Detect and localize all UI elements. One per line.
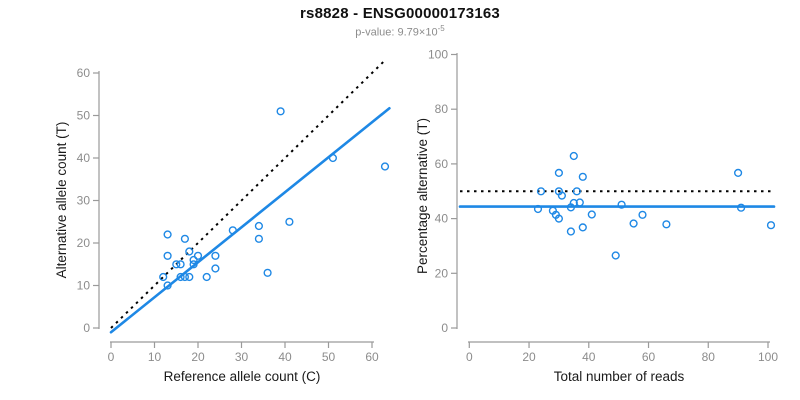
x-tick-label: 20 <box>522 350 536 364</box>
pvalue-text: p-value: 9.79×10 <box>355 26 438 39</box>
data-point <box>159 272 168 282</box>
x-tick-label: 40 <box>278 350 292 364</box>
data-point <box>228 226 237 235</box>
right-x-axis-title: Total number of reads <box>554 369 685 384</box>
y-tick-label: 30 <box>77 194 91 208</box>
x-tick-label: 80 <box>702 350 716 364</box>
data-point <box>380 162 390 171</box>
x-tick-label: 50 <box>322 350 336 364</box>
figure-title: rs8828 - ENSG00000173163 <box>300 5 500 22</box>
data-point <box>202 272 211 282</box>
x-tick-label: 30 <box>235 350 249 364</box>
data-point <box>572 187 581 196</box>
data-point <box>163 281 172 290</box>
data-point <box>662 220 671 229</box>
data-point <box>276 107 285 116</box>
data-point <box>611 251 620 260</box>
data-point <box>578 172 587 181</box>
data-point <box>569 151 578 161</box>
y-tick-label: 20 <box>77 236 91 250</box>
x-tick-label: 40 <box>582 350 596 364</box>
y-tick-label: 60 <box>435 157 449 171</box>
data-point <box>285 217 294 226</box>
x-tick-label: 0 <box>466 350 473 364</box>
data-point <box>163 251 172 260</box>
data-point <box>736 203 746 212</box>
data-point <box>587 210 596 219</box>
x-tick-label: 60 <box>642 350 656 364</box>
data-point <box>163 230 172 239</box>
data-point <box>536 187 546 196</box>
x-tick-label: 10 <box>148 350 162 364</box>
data-point <box>638 210 647 219</box>
data-point <box>185 247 194 256</box>
data-point <box>557 191 567 200</box>
data-point <box>176 260 185 269</box>
data-point <box>578 223 587 232</box>
data-point <box>566 203 576 212</box>
data-point <box>185 272 194 282</box>
x-tick-label: 100 <box>758 350 778 364</box>
data-point <box>254 221 264 231</box>
data-point <box>193 251 203 260</box>
y-tick-label: 0 <box>441 321 448 335</box>
data-point <box>180 234 190 243</box>
y-tick-label: 100 <box>428 48 448 62</box>
data-point <box>172 260 181 269</box>
data-point <box>211 251 220 260</box>
data-point <box>189 255 198 265</box>
data-point <box>328 153 338 163</box>
data-point <box>554 214 564 223</box>
data-point <box>733 168 743 178</box>
y-tick-label: 60 <box>77 66 91 80</box>
data-point <box>533 204 543 214</box>
x-tick-label: 60 <box>365 350 379 364</box>
regression-line <box>109 106 391 334</box>
y-tick-label: 80 <box>435 102 449 116</box>
x-tick-label: 0 <box>108 350 115 364</box>
x-tick-label: 20 <box>191 350 205 364</box>
pvalue-exponent: -5 <box>437 24 445 33</box>
y-tick-label: 0 <box>83 321 90 335</box>
left-y-axis-title: Alternative allele count (T) <box>54 122 69 279</box>
data-point <box>180 272 190 282</box>
data-point <box>617 200 626 209</box>
identity-line <box>110 59 386 329</box>
y-tick-label: 20 <box>435 266 449 280</box>
y-tick-label: 10 <box>77 279 91 293</box>
data-point <box>629 219 638 228</box>
right-scatter-plot: 0 20 40 60 80 100 0 20 40 60 80 100 Total number of… <box>415 48 778 385</box>
data-point <box>766 221 776 230</box>
data-point <box>263 268 272 277</box>
data-point <box>566 227 576 236</box>
left-x-axis-title: Reference allele count (C) <box>164 369 321 384</box>
data-point <box>254 234 264 243</box>
data-point <box>211 264 220 273</box>
data-point <box>554 168 564 178</box>
y-tick-label: 40 <box>435 212 449 226</box>
data-point <box>575 198 584 207</box>
left-scatter-plot: 0 10 20 30 40 50 60 0 10 20 30 40 50 60 Reference all… <box>54 59 391 384</box>
data-point <box>176 272 185 282</box>
y-tick-label: 50 <box>77 109 91 123</box>
y-tick-label: 40 <box>77 151 91 165</box>
right-y-axis-title: Percentage alternative (T) <box>415 118 430 274</box>
figure-subtitle: p-value: 9.79×10-5 <box>0 24 800 39</box>
data-point <box>189 260 198 269</box>
